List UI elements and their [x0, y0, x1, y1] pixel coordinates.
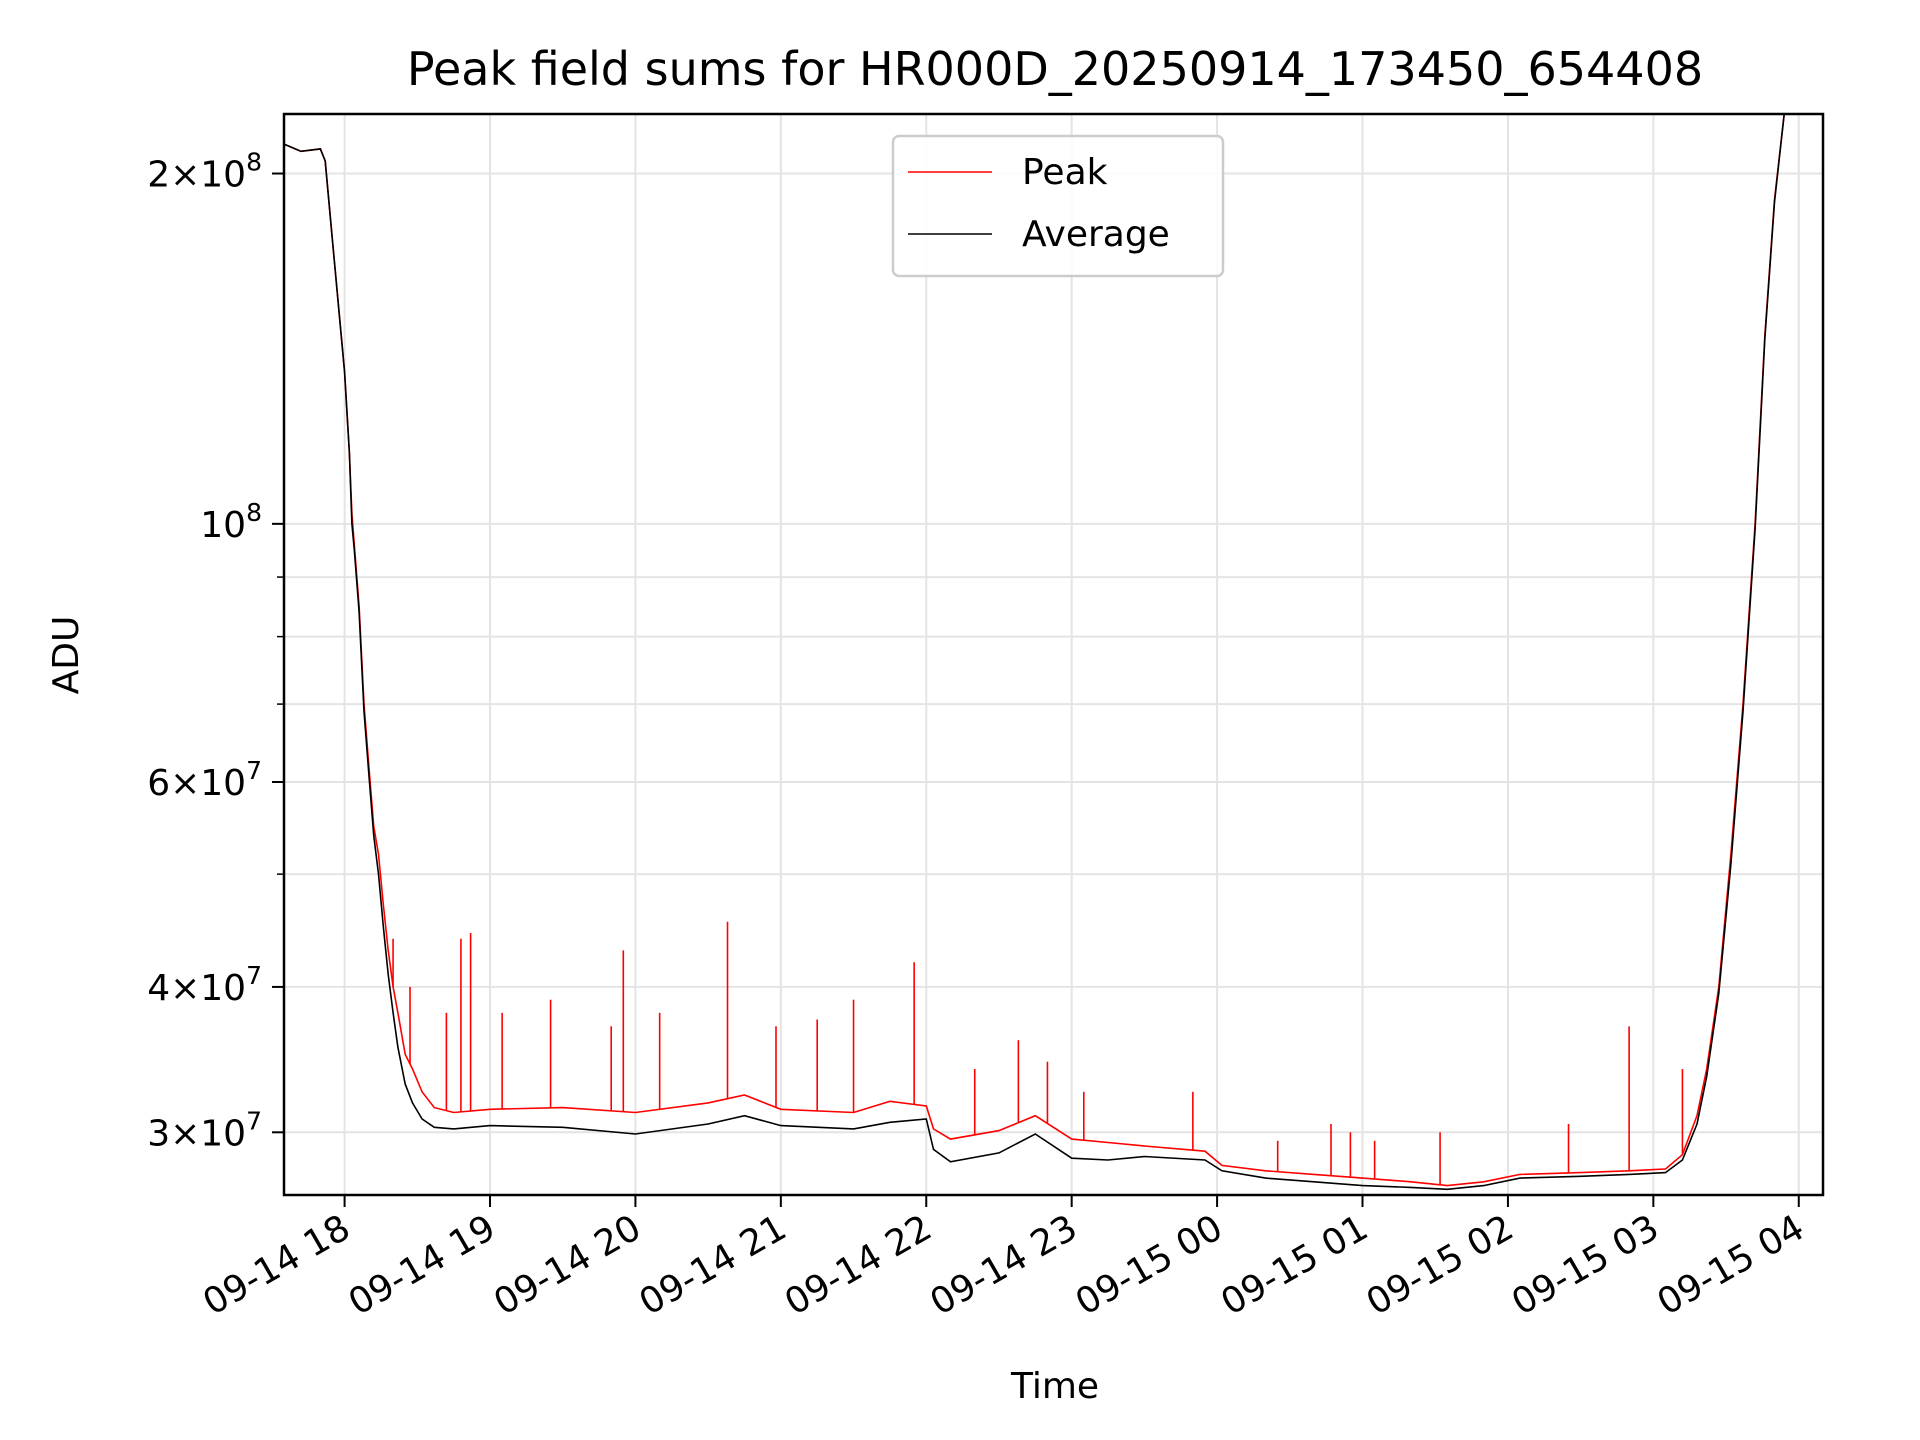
y-tick-label: 3×107: [147, 1106, 262, 1154]
y-tick-label: 2×108: [147, 148, 262, 196]
y-tick-label: 6×107: [147, 756, 262, 804]
y-tick-label: 108: [200, 498, 262, 546]
legend-label-average: Average: [1022, 214, 1170, 255]
y-tick-label: 4×107: [147, 961, 262, 1009]
legend-label-peak: Peak: [1022, 152, 1108, 193]
legend: Peak Average: [891, 134, 1225, 278]
legend-box: [891, 134, 1225, 278]
y-axis-label: ADU: [46, 616, 87, 695]
plot-frame: [282, 112, 1825, 1197]
series-line-average: [284, 114, 1785, 1191]
grid: [284, 114, 1823, 1195]
series-group: [284, 114, 1785, 1191]
x-axis-label: Time: [1010, 1366, 1099, 1407]
chart-title: Peak field sums for HR000D_20250914_1734…: [407, 42, 1703, 96]
